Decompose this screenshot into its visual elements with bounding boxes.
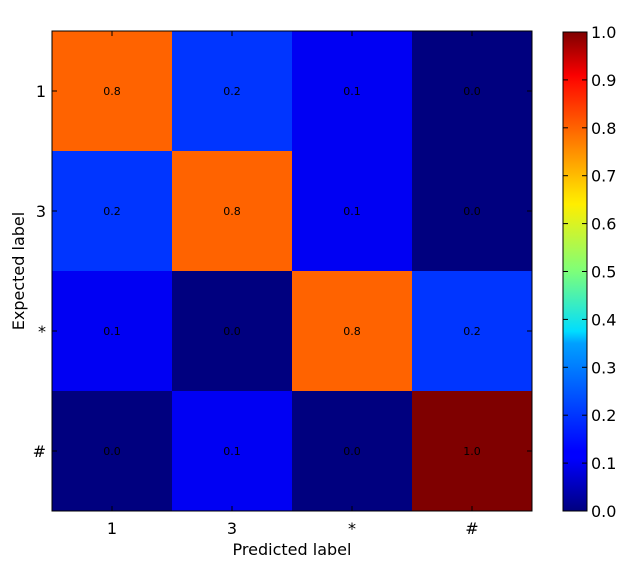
cell-value-label: 0.0 [463, 85, 481, 98]
heatmap-cell [412, 31, 533, 152]
colorbar-tick-label: 0.9 [591, 71, 616, 90]
cell-value-label: 0.2 [103, 205, 121, 218]
heatmap-cell-labels: 0.8 0.2 0.1 0.0 0.2 0.8 0.1 0.0 0.1 0.0 0.8 0.2 0.0 0… [103, 85, 481, 458]
cell-value-label: 0.8 [103, 85, 121, 98]
heatmap-cell [292, 391, 413, 512]
x-tick-label: 3 [227, 519, 237, 538]
heatmap-cell [412, 151, 533, 272]
cell-value-label: 0.1 [223, 445, 241, 458]
cell-value-label: 0.2 [223, 85, 241, 98]
cell-value-label: 0.1 [343, 205, 361, 218]
heatmap-cell [172, 151, 293, 272]
cell-value-label: 0.0 [223, 325, 241, 338]
heatmap-cell [172, 271, 293, 392]
heatmap-cell [292, 271, 413, 392]
y-tick-label: 3 [36, 202, 46, 221]
colorbar-tick-label: 0.3 [591, 358, 616, 377]
x-tick-label: 1 [107, 519, 117, 538]
colorbar-tick-label: 0.1 [591, 454, 616, 473]
colorbar-tick-label: 0.4 [591, 310, 616, 329]
colorbar-tick-label: 0.0 [591, 502, 616, 521]
heatmap-cell [172, 391, 293, 512]
heatmap-cell [292, 31, 413, 152]
heatmap-cells [52, 31, 533, 512]
y-axis-label: Expected label [9, 212, 28, 330]
plot-frame [51, 30, 533, 512]
heatmap-cell [292, 151, 413, 272]
colorbar-tick-label: 0.8 [591, 119, 616, 138]
colorbar-tick-label: 0.5 [591, 263, 616, 282]
heatmap-cell [52, 271, 173, 392]
heatmap-cell [52, 31, 173, 152]
x-axis-ticks: 1 3 * # [107, 31, 479, 538]
y-tick-label: 1 [36, 82, 46, 101]
y-tick-label: # [33, 442, 46, 461]
colorbar-tick-label: 1.0 [591, 23, 616, 42]
heatmap-cell [52, 151, 173, 272]
cell-value-label: 0.1 [103, 325, 121, 338]
cell-value-label: 0.1 [343, 85, 361, 98]
cell-value-label: 0.8 [343, 325, 361, 338]
cell-value-label: 0.2 [463, 325, 481, 338]
y-axis-ticks: 1 3 * # [33, 82, 532, 461]
x-tick-label: # [465, 519, 478, 538]
cell-value-label: 0.0 [103, 445, 121, 458]
heatmap-cell [172, 31, 293, 152]
colorbar-tick-label: 0.6 [591, 215, 616, 234]
heatmap-cell [412, 391, 533, 512]
cell-value-label: 0.0 [463, 205, 481, 218]
cell-value-label: 0.8 [223, 205, 241, 218]
colorbar-ticks: 0.0 0.1 0.2 0.3 0.4 0.5 0.6 0.7 0.8 0.9 1.0 [563, 23, 616, 521]
x-tick-label: * [348, 519, 356, 538]
cell-value-label: 1.0 [463, 445, 481, 458]
cell-value-label: 0.0 [343, 445, 361, 458]
heatmap-cell [52, 391, 173, 512]
heatmap-cell [412, 271, 533, 392]
colorbar-tick-label: 0.2 [591, 406, 616, 425]
y-tick-label: * [38, 322, 46, 341]
x-axis-label: Predicted label [233, 540, 352, 559]
colorbar-tick-label: 0.7 [591, 167, 616, 186]
